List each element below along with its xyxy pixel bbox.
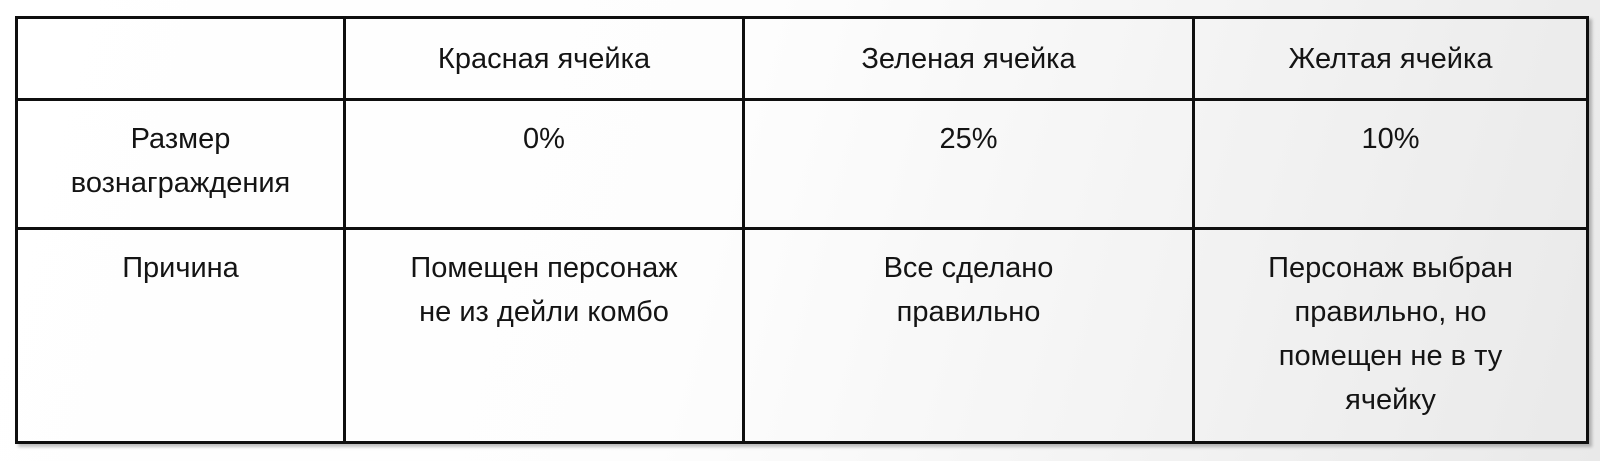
table-header-row: Красная ячейка Зеленая ячейка Желтая яче… bbox=[15, 16, 1589, 101]
cell-reason-green: Все сделано правильно bbox=[742, 227, 1195, 444]
cell-reward-yellow: 10% bbox=[1192, 98, 1589, 230]
table-row-reward-size: Размер вознаграждения 0% 25% 10% bbox=[15, 98, 1589, 230]
cell-reward-red: 0% bbox=[343, 98, 745, 230]
cell-reason-yellow: Персонаж выбран правильно, но помещен не… bbox=[1192, 227, 1589, 444]
column-header-yellow-cell: Желтая ячейка bbox=[1192, 16, 1589, 101]
cell-reward-green: 25% bbox=[742, 98, 1195, 230]
row-header-reason: Причина bbox=[15, 227, 346, 444]
corner-cell bbox=[15, 16, 346, 101]
column-header-red-cell: Красная ячейка bbox=[343, 16, 745, 101]
column-header-green-cell: Зеленая ячейка bbox=[742, 16, 1195, 101]
table-row-reason: Причина Помещен персонаж не из дейли ком… bbox=[15, 227, 1589, 444]
reward-table: Красная ячейка Зеленая ячейка Желтая яче… bbox=[15, 16, 1589, 444]
cell-reason-red: Помещен персонаж не из дейли комбо bbox=[343, 227, 745, 444]
row-header-reward-size: Размер вознаграждения bbox=[15, 98, 346, 230]
